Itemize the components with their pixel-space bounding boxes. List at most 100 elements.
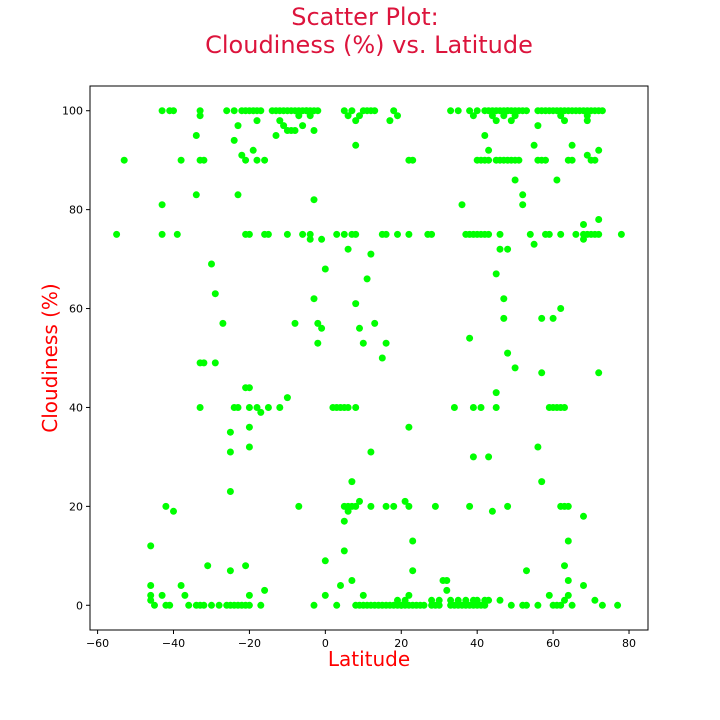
- data-point: [367, 502, 375, 510]
- y-axis-ticks: 0 20 40 60 80 100: [62, 105, 90, 612]
- data-point: [591, 596, 599, 604]
- data-point: [485, 156, 493, 164]
- data-point: [352, 404, 360, 411]
- data-point: [333, 601, 341, 609]
- data-point: [359, 591, 367, 599]
- data-point: [485, 230, 493, 238]
- data-point: [352, 502, 360, 510]
- data-point: [321, 591, 329, 599]
- data-point: [314, 319, 322, 327]
- data-point: [295, 112, 303, 120]
- data-point: [580, 512, 587, 520]
- data-point: [291, 319, 299, 327]
- data-point: [192, 132, 200, 139]
- data-point: [405, 591, 413, 599]
- data-point: [337, 582, 344, 589]
- data-point: [310, 601, 318, 609]
- data-point: [234, 404, 242, 411]
- data-point: [291, 127, 299, 134]
- data-point: [238, 151, 246, 159]
- data-point: [348, 107, 356, 115]
- data-point: [488, 112, 496, 120]
- data-point: [249, 146, 257, 154]
- data-point: [340, 547, 348, 555]
- data-point: [394, 230, 401, 238]
- data-point: [181, 591, 189, 599]
- data-point: [200, 359, 208, 367]
- data-point: [173, 230, 181, 238]
- data-point: [208, 260, 215, 268]
- data-point: [507, 117, 515, 125]
- data-point: [302, 107, 310, 115]
- data-point: [226, 428, 234, 436]
- data-point: [356, 112, 363, 120]
- data-point: [492, 389, 500, 397]
- y-tick-label: 20: [69, 500, 83, 513]
- data-point: [409, 567, 417, 575]
- data-point: [306, 230, 314, 238]
- data-point: [147, 596, 155, 604]
- data-point: [595, 216, 603, 223]
- data-point: [557, 230, 565, 238]
- data-point: [568, 156, 576, 164]
- data-point: [344, 404, 352, 411]
- data-point: [299, 230, 307, 238]
- data-point: [614, 601, 622, 609]
- data-point: [204, 562, 212, 570]
- data-point: [208, 601, 215, 609]
- data-point: [511, 364, 519, 372]
- data-point: [447, 107, 455, 115]
- data-point: [356, 497, 363, 505]
- data-point: [310, 196, 318, 204]
- data-point: [367, 448, 375, 456]
- data-point: [553, 176, 561, 184]
- data-point: [162, 502, 170, 510]
- y-tick-label: 40: [69, 401, 83, 414]
- data-point: [507, 601, 515, 609]
- data-point: [557, 112, 565, 120]
- chart-title-line-2: Cloudiness (%) vs. Latitude: [205, 31, 533, 59]
- data-point: [530, 240, 538, 248]
- data-point: [504, 349, 512, 357]
- data-point: [245, 591, 253, 599]
- data-point: [469, 453, 477, 461]
- data-point: [428, 230, 436, 238]
- x-tick-label: 60: [546, 637, 560, 650]
- data-point: [466, 107, 474, 115]
- data-point: [564, 577, 572, 584]
- data-point: [504, 502, 512, 510]
- data-point: [583, 117, 591, 125]
- data-point: [504, 245, 512, 253]
- data-point: [386, 117, 394, 125]
- data-point: [382, 502, 390, 510]
- data-point: [352, 117, 360, 125]
- data-point: [564, 537, 572, 545]
- data-point: [295, 502, 303, 510]
- data-point: [583, 112, 591, 120]
- data-point: [519, 191, 527, 199]
- data-point: [257, 408, 265, 416]
- data-point: [568, 141, 576, 149]
- data-point: [113, 230, 121, 238]
- data-point: [394, 112, 401, 120]
- data-point: [344, 507, 352, 515]
- data-point: [561, 596, 568, 604]
- data-point: [192, 191, 200, 199]
- data-point: [443, 586, 451, 594]
- data-point: [545, 230, 553, 238]
- data-point: [500, 314, 508, 322]
- plot-frame: [89, 85, 649, 631]
- data-point: [245, 404, 253, 411]
- data-point: [245, 423, 253, 431]
- data-point: [572, 230, 580, 238]
- data-point: [356, 324, 363, 332]
- data-point: [226, 567, 234, 575]
- data-point: [226, 448, 234, 456]
- data-point: [158, 230, 166, 238]
- data-point: [211, 359, 219, 367]
- data-point: [485, 453, 493, 461]
- data-point: [515, 156, 523, 164]
- data-point: [200, 156, 208, 164]
- data-point: [253, 156, 261, 164]
- data-point: [466, 502, 474, 510]
